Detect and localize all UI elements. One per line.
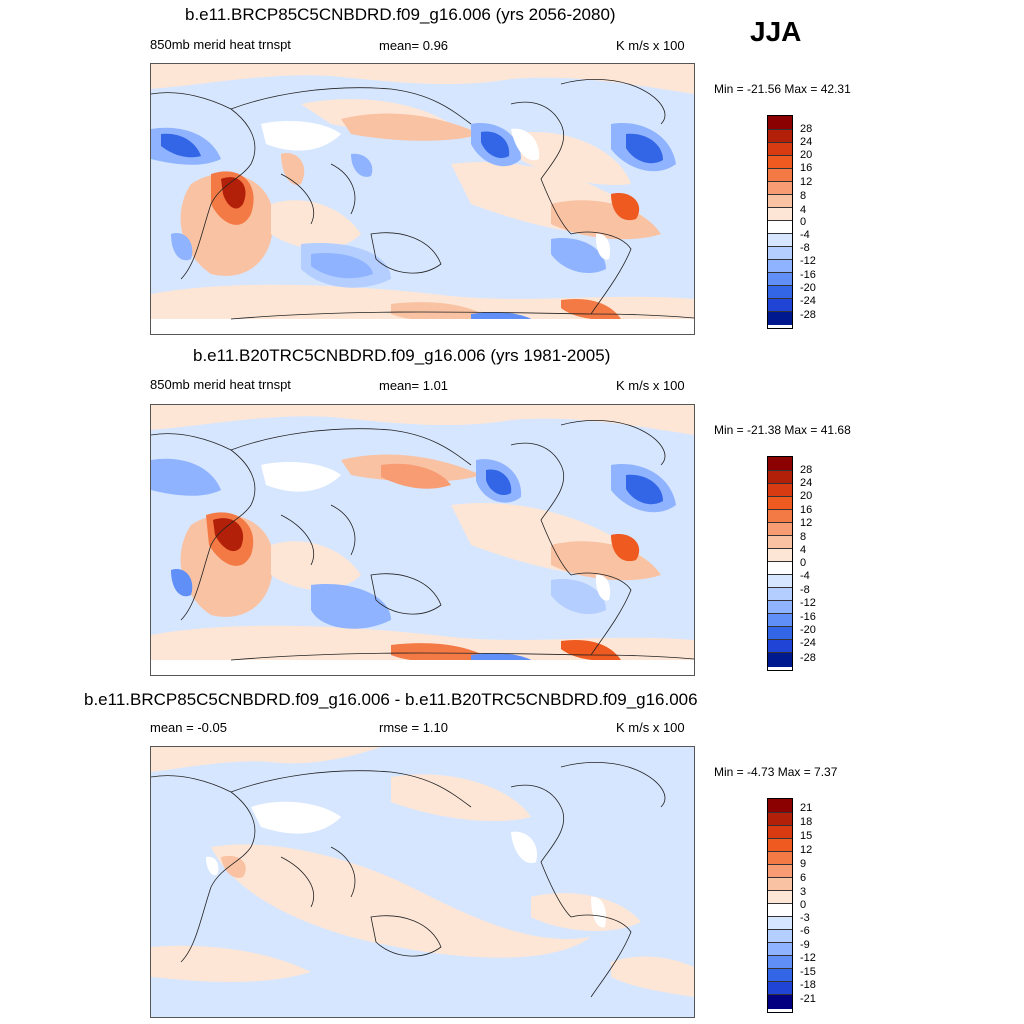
colorbar-tick-label: -28 [800, 309, 816, 321]
colorbar-tick-label: 24 [800, 477, 813, 489]
colorbar-tick-label: -9 [800, 939, 810, 951]
panel2-units-label: K m/s x 100 [616, 378, 685, 393]
colorbar-tick-label: -18 [800, 979, 816, 991]
colorbar-tick-label: 4 [800, 204, 807, 216]
panel1-title: b.e11.BRCP85C5CNBDRD.f09_g16.006 (yrs 20… [185, 5, 616, 24]
panel3-contour-field [151, 747, 694, 998]
colorbar-tick-label: -16 [800, 611, 816, 623]
panel2-contour-field [151, 405, 694, 675]
panel1-minmax: Min = -21.56 Max = 42.31 [714, 82, 851, 96]
season-label: JJA [750, 16, 802, 47]
panel2-title: b.e11.B20TRC5CNBDRD.f09_g16.006 (yrs 198… [193, 346, 611, 365]
colorbar-tick-label: 8 [800, 531, 807, 543]
colorbar-tick-label: 0 [800, 557, 807, 569]
colorbar-tick-label: -4 [800, 229, 810, 241]
panel2-minmax: Min = -21.38 Max = 41.68 [714, 423, 851, 437]
panel1-units-label: K m/s x 100 [616, 38, 685, 53]
colorbar-tick-label: 0 [800, 899, 807, 911]
colorbar-tick-label: 18 [800, 816, 813, 828]
colorbar-tick-label: 8 [800, 190, 807, 202]
panel3-colorbar [767, 798, 793, 1013]
panel3-map [150, 746, 695, 1018]
panel2-variable-label: 850mb merid heat trnspt [150, 377, 291, 392]
colorbar-tick-label: -8 [800, 584, 810, 596]
colorbar-tick-label: 12 [800, 844, 813, 856]
colorbar-tick-label: 28 [800, 123, 813, 135]
colorbar-tick-label: 16 [800, 162, 813, 174]
colorbar-tick-label: 20 [800, 149, 813, 161]
colorbar-tick-label: -20 [800, 624, 816, 636]
colorbar-tick-label: 3 [800, 886, 807, 898]
colorbar-tick-label: -24 [800, 295, 816, 307]
panel1-map [150, 63, 695, 335]
panel3-units-label: K m/s x 100 [616, 720, 685, 735]
colorbar-tick-label: 9 [800, 858, 807, 870]
colorbar-tick-label: 21 [800, 802, 813, 814]
colorbar-tick-label: 12 [800, 517, 813, 529]
panel1-variable-label: 850mb merid heat trnspt [150, 37, 291, 52]
colorbar-tick-label: -24 [800, 637, 816, 649]
panel1-contour-field [151, 64, 694, 334]
colorbar-tick-label: 12 [800, 176, 813, 188]
colorbar-tick-label: -16 [800, 269, 816, 281]
colorbar-tick-label: -28 [800, 652, 816, 664]
colorbar-tick-label: -12 [800, 597, 816, 609]
colorbar-tick-label: 20 [800, 490, 813, 502]
colorbar-tick-label: -8 [800, 242, 810, 254]
colorbar-tick-label: 15 [800, 830, 813, 842]
colorbar-tick-label: 6 [800, 872, 807, 884]
panel2-mean-label: mean= 1.01 [379, 378, 449, 393]
panel3-mean-label: mean = -0.05 [150, 720, 227, 735]
colorbar-tick-label: -20 [800, 282, 816, 294]
colorbar-tick-label: -4 [800, 570, 810, 582]
colorbar-tick-label: 24 [800, 136, 813, 148]
colorbar-tick-label: -6 [800, 925, 810, 937]
colorbar-tick-label: 4 [800, 544, 807, 556]
colorbar-tick-label: 16 [800, 504, 813, 516]
panel1-colorbar [767, 115, 793, 329]
colorbar-tick-label: 28 [800, 464, 813, 476]
colorbar-tick-label: 0 [800, 216, 807, 228]
panel1-mean-label: mean= 0.96 [379, 38, 449, 53]
colorbar-tick-label: -12 [800, 952, 816, 964]
panel2-map [150, 404, 695, 676]
panel3-title: b.e11.BRCP85C5CNBDRD.f09_g16.006 - b.e11… [84, 690, 698, 709]
panel2-colorbar [767, 456, 793, 671]
colorbar-tick-label: -21 [800, 993, 816, 1005]
colorbar-tick-label: -12 [800, 255, 816, 267]
panel3-minmax: Min = -4.73 Max = 7.37 [714, 765, 838, 779]
colorbar-tick-label: -3 [800, 912, 810, 924]
panel3-rmse-label: rmse = 1.10 [379, 720, 449, 735]
colorbar-tick-label: -15 [800, 966, 816, 978]
